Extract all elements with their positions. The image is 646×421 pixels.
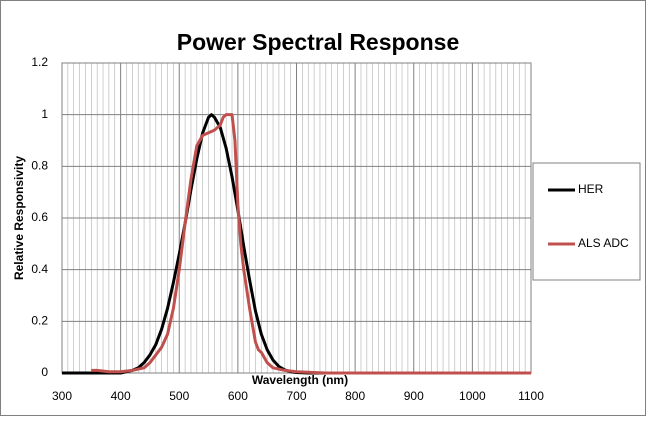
x-tick-label: 800 bbox=[345, 389, 365, 403]
x-axis-label: Wavelength (nm) bbox=[252, 373, 348, 387]
x-tick-label: 500 bbox=[169, 389, 189, 403]
x-tick-label: 600 bbox=[228, 389, 248, 403]
y-axis-label: Relative Responsivity bbox=[12, 156, 26, 280]
legend-label: ALS ADC bbox=[578, 236, 629, 250]
y-tick-label: 0.2 bbox=[31, 314, 48, 328]
y-tick-label: 0 bbox=[41, 365, 48, 379]
x-tick-label: 300 bbox=[52, 389, 72, 403]
y-tick-label: 1.2 bbox=[31, 55, 48, 69]
x-tick-label: 1100 bbox=[518, 389, 544, 403]
y-tick-label: 1 bbox=[41, 107, 48, 121]
legend-box bbox=[532, 162, 641, 281]
line-series bbox=[91, 113, 531, 375]
y-tick-label: 0.8 bbox=[31, 159, 48, 173]
line-series bbox=[62, 113, 531, 375]
x-tick-label: 900 bbox=[404, 389, 424, 403]
x-tick-label: 400 bbox=[111, 389, 131, 403]
legend-label: HER bbox=[578, 182, 604, 196]
x-tick-label: 700 bbox=[286, 389, 306, 403]
y-tick-label: 0.4 bbox=[31, 262, 48, 276]
x-tick-label: 1000 bbox=[459, 389, 486, 403]
y-tick-label: 0.6 bbox=[31, 210, 48, 224]
chart-title: Power Spectral Response bbox=[177, 29, 460, 55]
